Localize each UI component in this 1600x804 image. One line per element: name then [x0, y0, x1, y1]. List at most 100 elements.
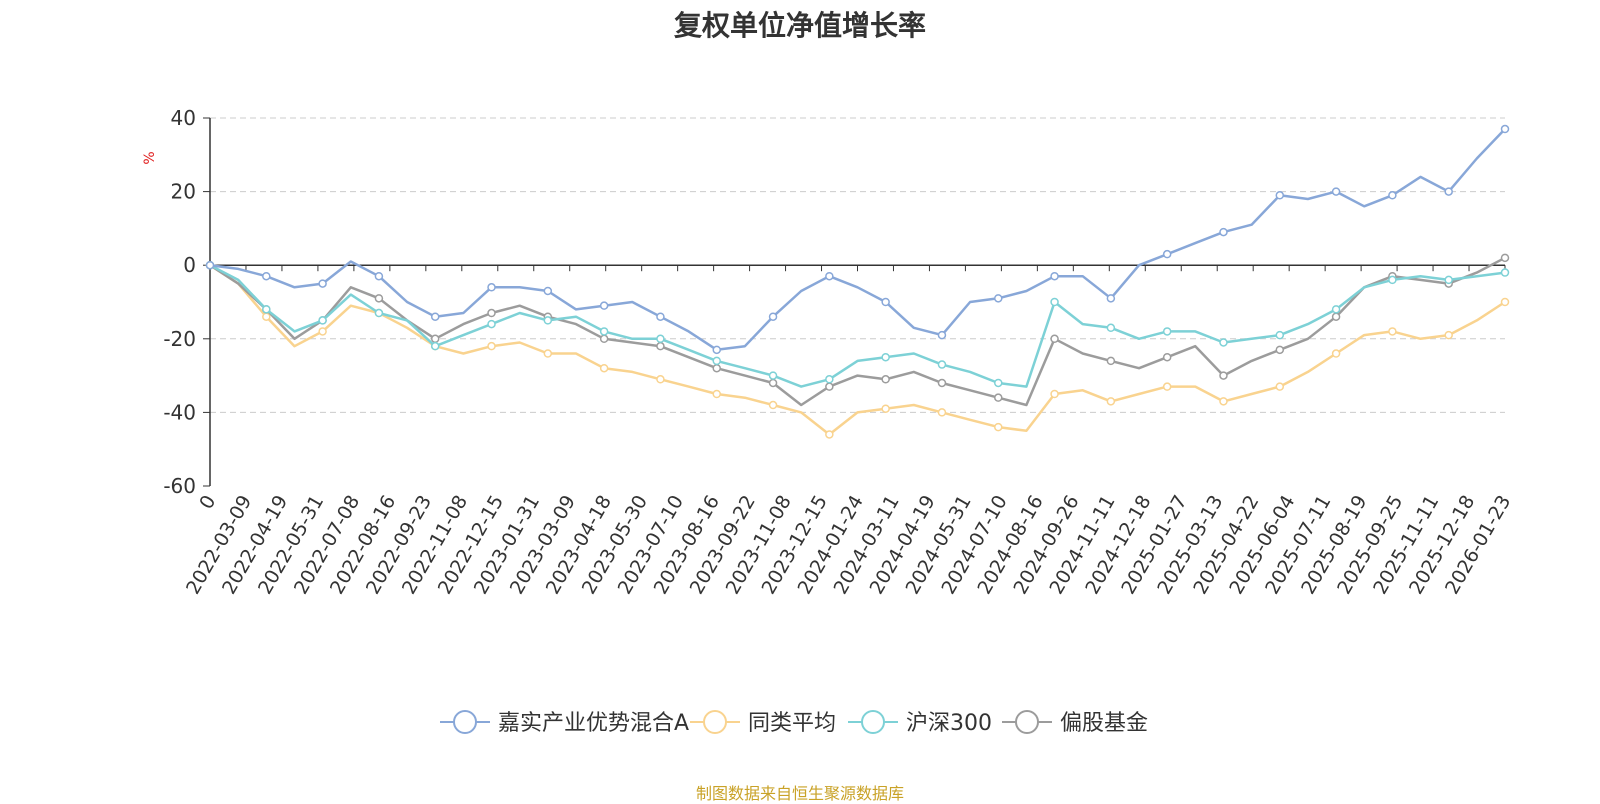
data-point	[374, 294, 384, 303]
data-point	[318, 316, 327, 325]
data-point	[205, 260, 215, 270]
y-tick-label: 20	[171, 180, 196, 204]
data-point	[1050, 389, 1059, 399]
data-point	[1050, 334, 1059, 344]
data-point	[1500, 253, 1510, 263]
legend-label: 同类平均	[748, 711, 836, 736]
data-point	[1106, 323, 1116, 333]
data-point	[543, 286, 553, 296]
data-point	[1106, 397, 1116, 406]
data-point	[881, 297, 890, 307]
data-point	[994, 378, 1003, 388]
data-point	[374, 308, 384, 318]
data-point	[1275, 191, 1285, 200]
legend-label: 嘉实产业优势混合A	[498, 711, 689, 736]
data-point	[1331, 305, 1341, 314]
data-point	[994, 393, 1003, 402]
legend-marker	[453, 710, 477, 734]
data-point	[656, 375, 665, 384]
data-point	[825, 382, 834, 391]
chart-title: 复权单位净值增长率	[673, 9, 926, 42]
y-tick-label: -40	[163, 400, 196, 424]
data-point	[1500, 124, 1510, 134]
data-point	[768, 312, 778, 321]
series-line	[209, 256, 1506, 407]
series-line	[209, 128, 1506, 352]
data-point	[1162, 327, 1172, 336]
data-point	[1050, 297, 1059, 307]
data-point	[712, 356, 721, 366]
legend-label: 偏股基金	[1060, 711, 1148, 736]
data-point	[1444, 275, 1453, 285]
legend-marker	[861, 710, 885, 734]
data-point	[599, 334, 609, 344]
series-line	[209, 264, 1506, 436]
data-point	[374, 271, 384, 281]
data-point	[825, 375, 834, 384]
data-point	[937, 360, 947, 369]
y-axis-unit-label: %	[142, 151, 158, 164]
data-point	[1219, 227, 1228, 237]
data-point	[430, 341, 440, 351]
data-point	[1162, 352, 1172, 362]
data-point	[1500, 268, 1510, 277]
data-point	[1500, 297, 1510, 307]
data-point	[768, 378, 778, 388]
y-tick-label: 0	[183, 253, 196, 277]
data-point	[262, 305, 271, 314]
data-point	[656, 341, 665, 351]
data-point	[712, 345, 721, 355]
data-point	[1219, 371, 1228, 380]
data-point	[1050, 271, 1059, 281]
data-point	[599, 327, 609, 336]
data-point	[1275, 345, 1285, 355]
data-point	[1219, 397, 1228, 406]
data-point	[1275, 382, 1285, 391]
data-point	[1219, 338, 1228, 347]
legend-marker	[1015, 710, 1039, 734]
data-point	[1331, 187, 1341, 196]
data-point	[1275, 330, 1285, 340]
data-point	[1388, 191, 1397, 200]
y-tick-label: -60	[163, 474, 196, 498]
data-point	[1444, 330, 1453, 340]
data-point	[1331, 312, 1341, 321]
data-point	[1388, 327, 1397, 336]
data-point	[599, 301, 609, 310]
data-point	[430, 312, 440, 321]
data-point	[543, 316, 553, 325]
data-point	[487, 283, 496, 292]
data-point	[656, 334, 665, 344]
data-point	[881, 375, 890, 384]
data-point	[487, 308, 496, 318]
data-point	[318, 279, 327, 288]
data-point	[262, 312, 271, 321]
data-point	[994, 294, 1003, 303]
series-line	[209, 264, 1506, 388]
data-point	[825, 430, 834, 439]
data-source-note: 制图数据来自恒生聚源数据库	[695, 784, 904, 803]
data-point	[487, 319, 496, 329]
data-point	[262, 271, 271, 281]
data-point	[712, 389, 721, 399]
data-point	[825, 271, 834, 281]
data-point	[1162, 249, 1172, 259]
data-point	[543, 349, 553, 358]
data-point	[430, 334, 440, 344]
x-tick-label: 0	[195, 492, 220, 513]
data-point	[1106, 356, 1116, 366]
data-point	[994, 422, 1003, 432]
data-point	[656, 312, 665, 321]
data-point	[1162, 382, 1172, 391]
data-point	[881, 352, 890, 362]
data-point	[768, 400, 778, 410]
data-point	[937, 378, 947, 388]
y-tick-label: 40	[171, 106, 196, 130]
data-point	[937, 408, 947, 417]
data-point	[318, 327, 327, 336]
data-point	[1388, 275, 1397, 285]
y-tick-label: -20	[163, 327, 196, 351]
data-point	[937, 330, 947, 340]
data-point	[768, 371, 778, 380]
